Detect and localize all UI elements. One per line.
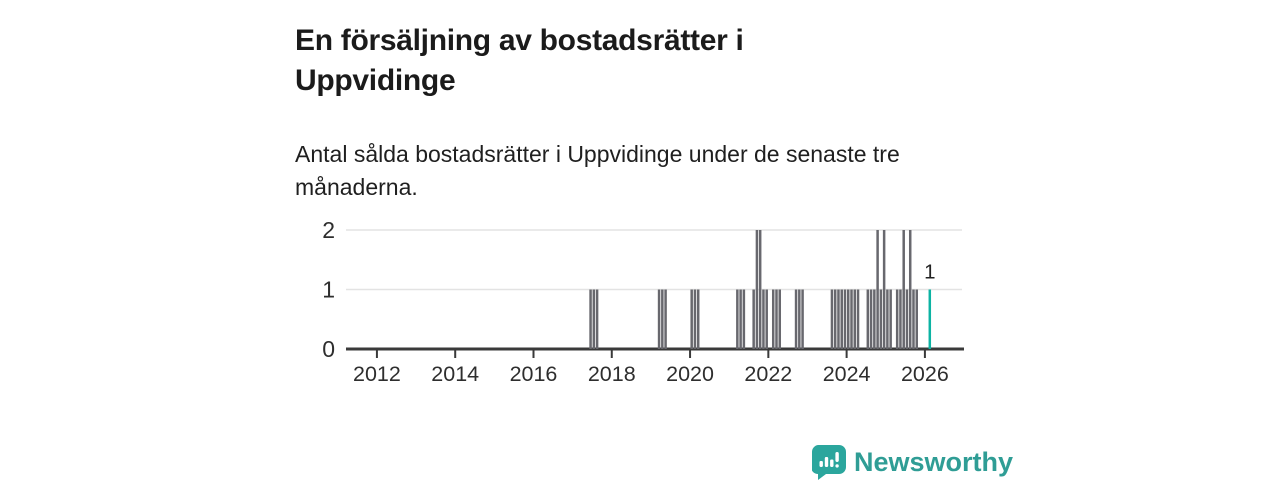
chart-subtitle: Antal sålda bostadsrätter i Uppvidinge u…	[295, 141, 900, 200]
bar-2020-03	[696, 289, 700, 349]
bar-2021-05	[742, 289, 746, 349]
bar-2021-04	[739, 289, 742, 349]
bar-2021-03	[736, 289, 739, 349]
bar-2025-04	[895, 289, 899, 349]
bar-2024-02	[850, 289, 853, 349]
current-value-label: 1	[924, 261, 935, 284]
bar-2021-12	[765, 289, 768, 349]
current-bar	[928, 289, 932, 349]
bar-2022-04	[778, 289, 782, 349]
bar-2025-05	[899, 289, 902, 349]
bar-2023-09	[833, 289, 837, 349]
bar-2022-02	[771, 289, 775, 349]
bar-2023-08	[830, 289, 834, 349]
x-axis-label: 2024	[823, 362, 871, 386]
bar-2024-07	[866, 289, 870, 349]
bar-2019-04	[661, 289, 664, 349]
x-axis-label: 2016	[510, 362, 558, 386]
bar-2021-08	[752, 289, 755, 349]
bar-2021-10	[758, 230, 762, 349]
bar-2017-07	[592, 289, 596, 349]
y-axis-label: 2	[322, 217, 335, 243]
bar-2025-01	[886, 289, 889, 349]
bar-2023-10	[837, 289, 840, 349]
bar-2023-12	[843, 289, 847, 349]
y-axis-label: 0	[322, 336, 335, 362]
bar-2019-05	[664, 289, 667, 349]
x-axis-label: 2012	[353, 362, 401, 386]
bar-2023-11	[840, 289, 843, 349]
bar-2020-02	[693, 289, 697, 349]
bar-2022-10	[798, 289, 801, 349]
bar-2025-09	[912, 289, 915, 349]
x-axis-label: 2026	[901, 362, 949, 386]
bar-2022-11	[801, 289, 804, 349]
newsworthy-bar-chart-bubble-icon	[812, 444, 846, 480]
bar-2024-01	[847, 289, 850, 349]
bar-2024-04	[856, 289, 860, 349]
bar-2021-09	[755, 230, 759, 349]
bar-2024-03	[853, 289, 857, 349]
y-axis-label: 1	[322, 277, 335, 303]
bar-2025-02	[889, 289, 892, 349]
bar-2020-01	[690, 289, 693, 349]
bar-2019-03	[657, 289, 661, 349]
bar-2024-10	[876, 230, 879, 349]
bar-2025-10	[915, 289, 918, 349]
newsworthy-wordmark: Newsworthy	[854, 446, 1014, 477]
bar-2024-12	[882, 230, 886, 349]
bar-2024-09	[873, 289, 876, 349]
bar-2022-03	[775, 289, 778, 349]
x-axis-label: 2014	[431, 362, 479, 386]
bar-2022-09	[794, 289, 798, 349]
bar-2021-11	[762, 289, 765, 349]
bar-2025-07	[905, 289, 909, 349]
x-axis-label: 2020	[666, 362, 714, 386]
x-axis-label: 2022	[744, 362, 792, 386]
bar-chart: 0 1 2 2012 2014 2016 2018 2020 2022 2024 2026 1	[322, 217, 964, 386]
bar-2025-06	[902, 230, 905, 349]
bar-2017-08	[595, 289, 599, 349]
bar-2025-08	[908, 230, 912, 349]
bar-2024-11	[879, 289, 883, 349]
newsworthy-logo: Newsworthy	[812, 444, 1013, 480]
x-axis-label: 2018	[588, 362, 636, 386]
bar-2024-08	[869, 289, 873, 349]
chart-title: En försäljning av bostadsrätter i Uppvid…	[295, 24, 744, 98]
bar-2017-06	[589, 289, 592, 349]
